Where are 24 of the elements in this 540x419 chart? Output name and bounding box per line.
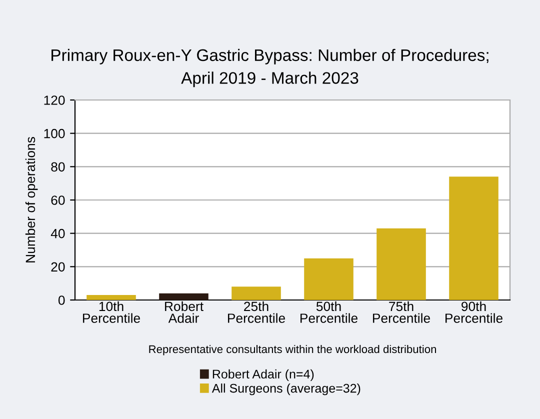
- x-tick-label: 75th Percentile: [372, 301, 430, 323]
- x-tick-label: Robert Adair: [165, 301, 204, 323]
- bar: [232, 286, 281, 300]
- x-tick-label: 90th Percentile: [445, 301, 502, 323]
- bar: [304, 258, 354, 300]
- y-axis-title: Number of operations: [25, 137, 38, 262]
- bar: [86, 295, 136, 300]
- y-tick-label: 80: [51, 162, 65, 172]
- y-tick-label: 0: [58, 296, 65, 305]
- y-tick-label: 60: [51, 196, 65, 205]
- y-tick-label: 120: [44, 96, 65, 105]
- x-tick-label: 10th Percentile: [82, 301, 140, 323]
- bar: [159, 293, 208, 300]
- legend-label: All Surgeons (average=32): [212, 384, 360, 396]
- y-tick-label: 100: [44, 128, 65, 138]
- chart-title: Primary Roux-en-Y Gastric Bypass: Number of Procedures; April 2019 - March 2023: [52, 48, 488, 88]
- bar: [449, 176, 498, 300]
- y-tick-label: 20: [51, 262, 65, 272]
- x-tick-label: 25th Percentile: [228, 301, 285, 323]
- y-tick-label: 40: [50, 228, 65, 238]
- bar: [376, 228, 426, 300]
- x-tick-label: 50th Percentile: [300, 301, 358, 323]
- legend-label: Robert Adair (n=4): [212, 369, 314, 382]
- x-axis-title: Representative consultants within the workload distribution: [149, 344, 436, 356]
